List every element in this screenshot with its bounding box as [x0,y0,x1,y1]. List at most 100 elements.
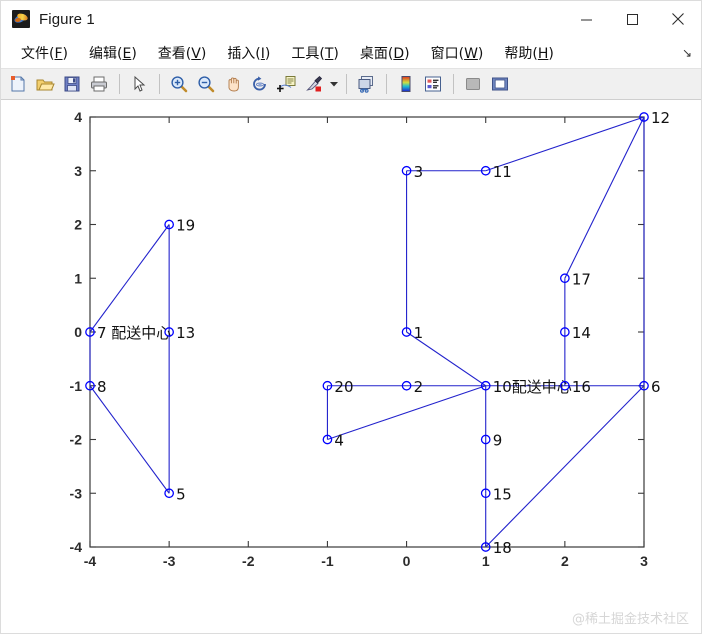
menu-item-window[interactable]: 窗口(W) [430,46,484,62]
node-marker-18[interactable] [480,542,491,552]
node-marker-15[interactable] [480,488,491,499]
colorbar-button[interactable] [393,71,419,97]
x-tick-label: 3 [640,553,648,569]
pan-button[interactable] [220,71,246,97]
node-marker-9[interactable] [480,434,491,445]
node-label-1: 1 [414,324,424,342]
node-marker-12[interactable] [639,112,649,122]
watermark-text: @稀土掘金技术社区 [571,612,689,627]
node-label-16: 16 [572,378,591,396]
node-marker-2[interactable] [401,380,412,391]
magnifier-minus-icon [198,76,215,93]
minimize-button[interactable] [563,1,609,37]
y-tick-label: -4 [70,539,83,555]
node-marker-13[interactable] [164,327,174,337]
printer-icon [91,76,107,92]
node-marker-6[interactable] [639,380,649,391]
show-plot-tools-button[interactable] [487,71,513,97]
node-marker-14[interactable] [560,327,570,337]
edge-line [406,331,487,387]
node-label-18: 18 [493,539,512,557]
node-label-2: 2 [414,378,424,396]
minimize-icon [580,19,592,20]
x-tick-label: -4 [84,553,97,569]
menu-item-view[interactable]: 查看(V) [157,46,207,62]
rotate-3d-button[interactable] [247,71,273,97]
legend-button[interactable] [420,71,446,97]
zoom-in-button[interactable] [166,71,192,97]
node-marker-7[interactable] [85,327,95,337]
separator-3 [346,74,347,94]
edge-line [485,116,645,172]
brush-dropdown-caret[interactable] [328,71,340,97]
node-marker-20[interactable] [322,380,333,391]
rotate-3d-icon [253,76,266,91]
print-figure-button[interactable] [86,71,112,97]
node-label-7: 7 配送中心 [97,324,171,342]
y-tick-label: 1 [74,270,82,286]
node-marker-11[interactable] [480,165,491,176]
node-marker-8[interactable] [85,380,95,391]
floppy-disk-icon [64,76,80,92]
node-marker-19[interactable] [164,219,174,230]
save-figure-button[interactable] [59,71,85,97]
menu-overflow-icon[interactable]: ↘ [681,46,692,60]
brush-button[interactable] [301,71,327,97]
edge-line [564,116,645,279]
node-marker-10[interactable] [480,380,491,391]
zoom-out-button[interactable] [193,71,219,97]
menu-item-desktop[interactable]: 桌面(D) [359,46,410,62]
legend-icon [425,76,441,92]
x-tick-label: 1 [482,553,490,569]
magnifier-plus-icon [171,76,188,93]
open-file-button[interactable] [32,71,58,97]
menu-item-help[interactable]: 帮助(H) [504,46,554,62]
title-bar: Figure 1 [1,1,701,38]
brush-icon [306,75,323,92]
node-label-8: 8 [97,378,107,396]
cursor-arrow-icon [134,75,146,92]
maximize-button[interactable] [609,1,655,37]
node-label-12: 12 [651,109,670,127]
close-icon [672,13,684,25]
figure-canvas[interactable]: -4 -3 -2 -1 0 1 2 3 -4 -3 -2 -1 0 1 2 3 4 1 2 3 4 5 6 7 配送中心 8 9 1… [1,100,701,633]
y-tick-label: 4 [74,109,82,125]
hide-plot-tools-icon [466,78,480,90]
menu-item-insert[interactable]: 插入(I) [227,46,271,62]
window-title: Figure 1 [39,10,95,28]
menu-item-file[interactable]: 文件(F) [21,46,68,62]
separator-4 [386,74,387,94]
maximize-icon [626,13,638,25]
node-label-4: 4 [334,432,344,450]
separator-1 [119,74,120,94]
edit-plot-button[interactable] [126,71,152,97]
hide-plot-tools-button[interactable] [460,71,486,97]
open-folder-icon [36,79,55,91]
show-plot-tools-icon [492,77,508,91]
node-marker-1[interactable] [401,327,412,337]
caret-down-icon [330,82,338,87]
node-label-13: 13 [176,324,195,342]
link-plot-icon [358,76,373,93]
new-figure-button[interactable] [5,71,31,97]
node-marker-17[interactable] [560,273,570,284]
node-marker-16[interactable] [560,380,570,391]
link-data-button[interactable] [353,71,379,97]
y-tick-label: 0 [74,324,82,340]
x-tick-label: -2 [242,553,255,569]
x-tick-label: -1 [321,553,334,569]
hand-icon [228,77,239,92]
close-button[interactable] [655,1,701,37]
node-marker-5[interactable] [164,488,174,499]
edge-line [89,385,170,494]
menu-item-edit[interactable]: 编辑(E) [89,46,137,62]
node-label-15: 15 [493,485,512,503]
menu-item-tools[interactable]: 工具(T) [291,46,339,62]
matlab-logo-icon [12,10,30,28]
data-cursor-button[interactable] [274,71,300,97]
node-marker-3[interactable] [401,165,412,176]
node-marker-4[interactable] [322,434,333,445]
x-tick-label: -3 [163,553,176,569]
